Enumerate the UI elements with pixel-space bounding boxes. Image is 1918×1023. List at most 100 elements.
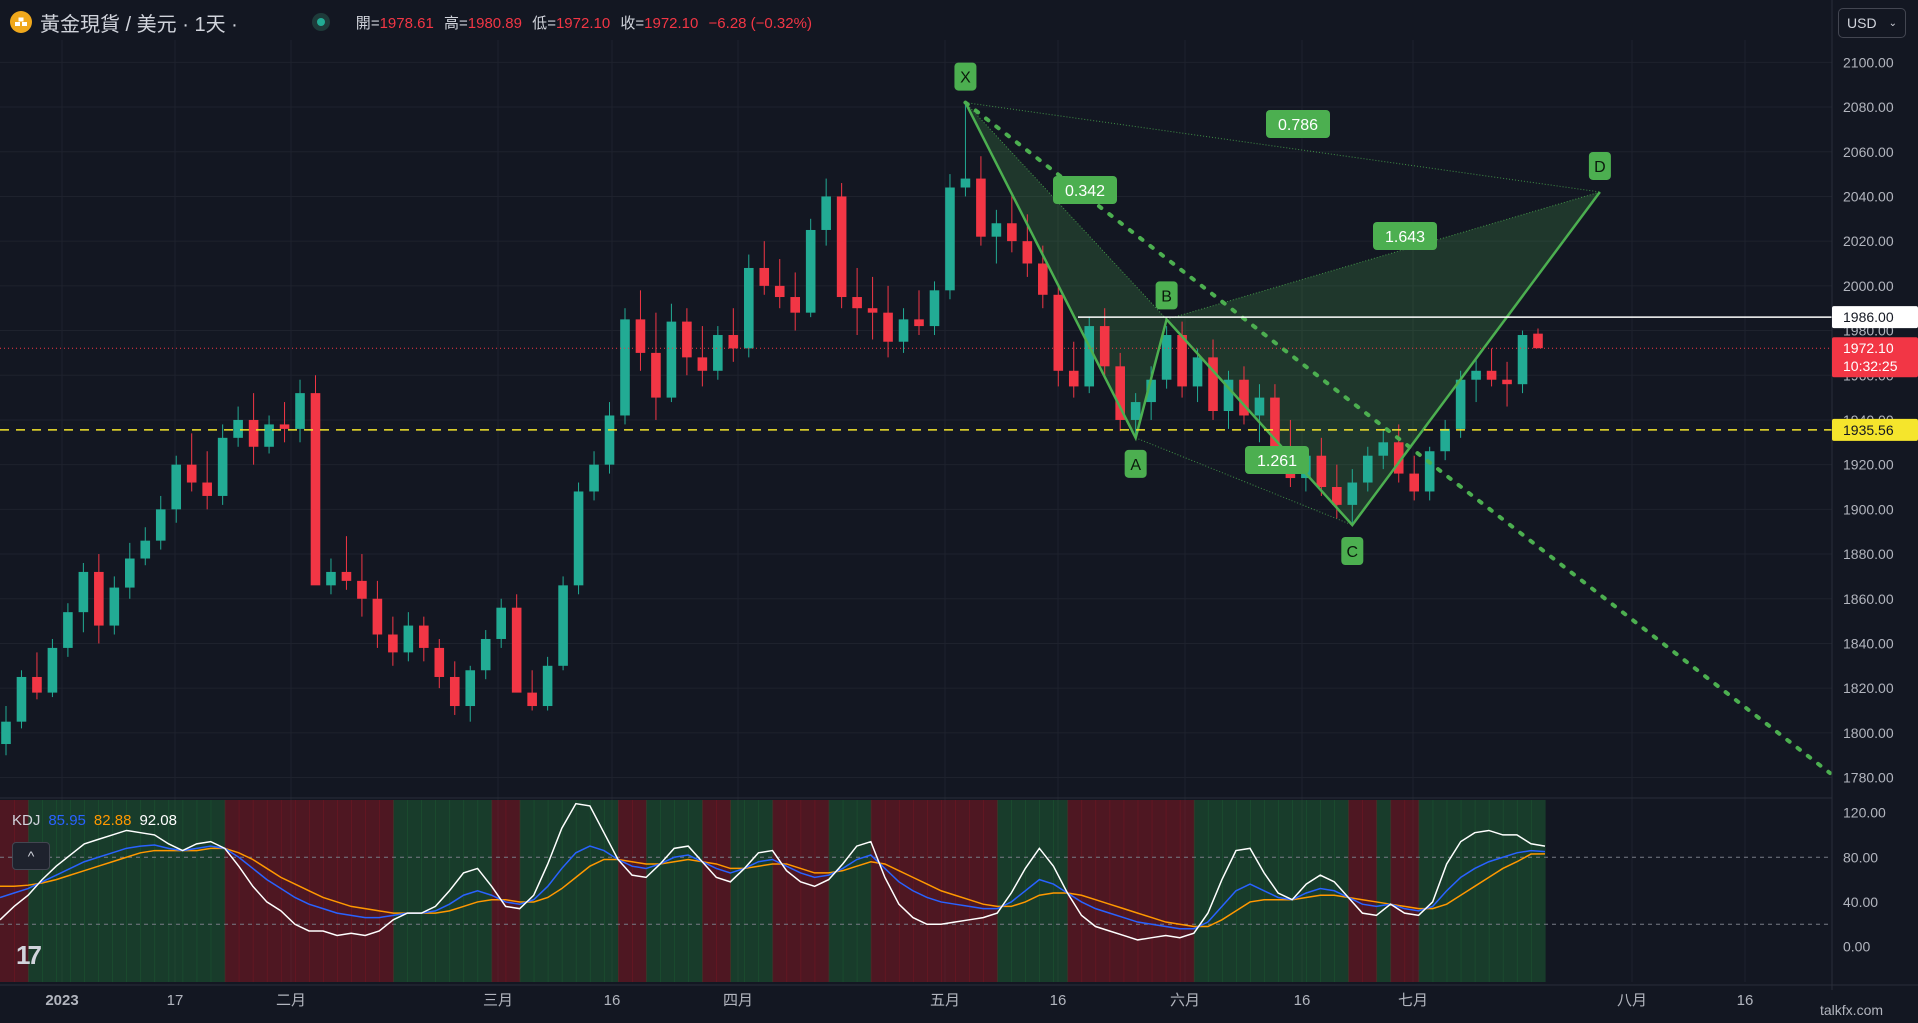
badge-bg [1832,306,1918,329]
kdj-band [1432,800,1448,982]
kdj-band [1109,800,1125,982]
candle [1223,370,1234,429]
time-tick-label: 五月 [930,992,960,1009]
candle [867,276,878,340]
symbol-title[interactable]: 黃金現貨 / 美元 · 1天 · [40,13,238,36]
open-label: 開 [355,14,371,32]
price-tick-label: 1860.00 [1843,591,1894,607]
kdj-band [1446,800,1462,982]
ratio-text: 0.342 [1065,183,1105,200]
candle-body [94,571,104,626]
kdj-line-k [0,844,1546,930]
point-badge [954,62,977,91]
candle-body [372,598,383,635]
candle-body [63,612,73,648]
kdj-band [1221,800,1237,982]
kdj-band [772,800,788,982]
kdj-band [196,800,212,982]
candle [496,598,506,648]
candle [558,576,568,671]
point-badge [1341,536,1364,565]
time-tick-label: 16 [1737,992,1754,1009]
close-label: 收 [620,14,636,32]
kdj-band [674,800,689,982]
badge-text: 1935.56 [1843,422,1894,438]
kdj-band [365,800,380,982]
badge-bg [1832,418,1918,441]
candle-body [357,580,367,599]
candle-body [867,308,878,313]
kdj-band [618,800,633,982]
time-tick-label: 17 [167,992,184,1009]
candle-body [310,393,321,586]
kdj-band [1053,800,1069,982]
candle-body [326,571,336,586]
price-tick-label: 2080.00 [1843,99,1894,115]
candle [217,424,228,505]
candle [774,259,785,309]
kdj-tick-label: 0.00 [1843,939,1870,955]
pattern-point-b: B [1155,281,1178,310]
candle [1177,321,1187,398]
kdj-band [870,800,886,982]
candle [94,554,104,644]
pattern-point-x: X [954,62,977,91]
kdj-band [1278,800,1293,982]
kdj-band [632,800,647,982]
tradingview-logo[interactable]: 17 [16,940,42,970]
kdj-band [702,800,717,982]
kdj-band [421,800,437,982]
candle-body [1424,451,1435,492]
kdj-band [1207,800,1223,982]
time-tick-label: 三月 [483,992,513,1009]
kdj-title[interactable]: KDJ [12,812,41,829]
candle-body [1007,223,1017,242]
candle-body [1130,402,1141,420]
kdj-band [1488,800,1504,982]
candle [465,665,476,722]
kdj-band [1151,800,1167,982]
kdj-band [505,800,521,982]
kdj-band [912,800,928,982]
candle [883,285,893,358]
price-tick-label: 1820.00 [1843,680,1894,696]
candle-body [728,335,739,349]
price-tick-label: 2060.00 [1843,144,1894,160]
point-label: B [1161,288,1172,305]
kdj-band [1348,800,1364,982]
candle-body [1486,370,1497,380]
candle [480,630,491,680]
candle-body [805,229,816,313]
candle [16,670,27,729]
kdj-band [969,800,984,982]
kdj-band [744,800,760,982]
time-tick-label: 2023 [45,992,78,1009]
point-label: A [1130,457,1141,474]
market-status-icon[interactable] [311,13,330,31]
candle [620,308,630,425]
kdj-band [1418,800,1434,982]
candle [295,379,305,443]
candle-body [836,196,847,298]
time-tick-label: 16 [1294,992,1311,1009]
ratio-text: 1.643 [1385,229,1425,246]
candle-body [403,625,414,653]
candle [1517,330,1528,394]
kdj-band [1264,800,1279,982]
kdj-band [379,800,394,982]
candle-body [852,297,862,309]
kdj-band [323,800,338,982]
collapse-button[interactable]: ^ [12,842,50,870]
kdj-band [1530,800,1546,982]
candle [1455,370,1466,438]
candle [32,652,42,700]
kdj-band [997,800,1012,982]
candle [666,303,677,403]
kdj-band [238,800,254,982]
currency-selector[interactable]: USD ⌄ [1838,8,1906,38]
candle-body [1332,487,1342,505]
time-tick-label: 四月 [723,992,753,1009]
harmonic-pattern: X A B C D 0.342 1.643 0.786 1.261 [954,62,1832,776]
kdj-band [1250,800,1265,982]
